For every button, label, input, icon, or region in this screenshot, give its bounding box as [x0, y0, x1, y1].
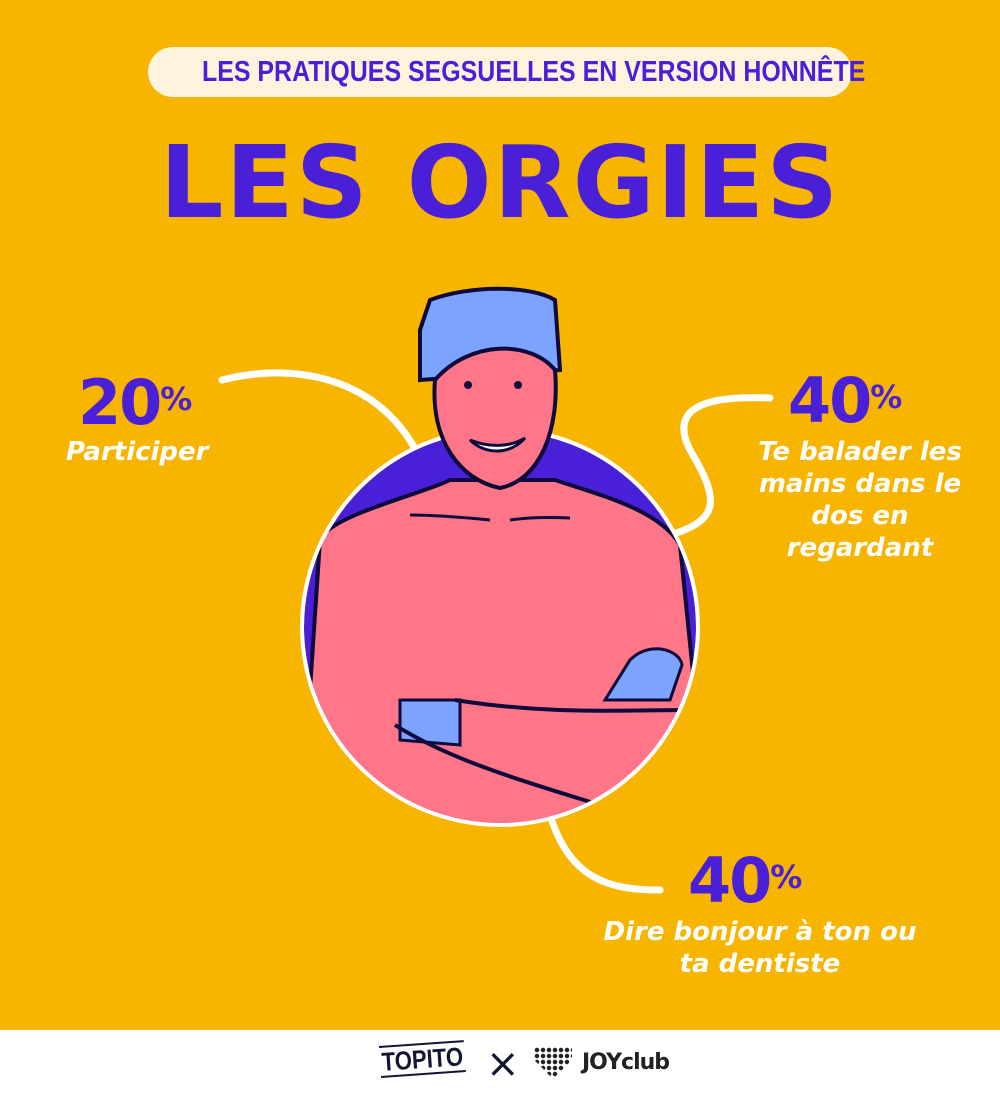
stat-3-label: Dire bonjour à ton ou ta dentiste — [603, 917, 917, 979]
stat-2-value: 40% — [788, 364, 902, 437]
joyclub-logo: JOYclub — [582, 1050, 670, 1075]
stat-2-label: Te balader les mains dans le dos en rega… — [758, 437, 962, 563]
illustration — [218, 286, 774, 894]
kicker-text: LES PRATIQUES SEGSUELLES EN VERSION HONN… — [201, 56, 866, 88]
connector-line-2 — [666, 394, 774, 539]
stat-1-label: Participer — [66, 437, 209, 467]
portrait-body — [304, 431, 696, 823]
topito-logo: TOPITO — [378, 1040, 466, 1078]
separator-x: × — [486, 1041, 520, 1087]
stat-1-value: 20% — [78, 366, 192, 439]
smile — [468, 436, 527, 453]
connector-line-3 — [546, 811, 664, 894]
kicker-banner: LES PRATIQUES SEGSUELLES EN VERSION HONN… — [148, 47, 865, 97]
page-title: LES ORGIES — [159, 124, 841, 241]
footer — [0, 1030, 1000, 1100]
stat-3-value: 40% — [688, 844, 802, 917]
connector-line-1 — [218, 369, 429, 474]
